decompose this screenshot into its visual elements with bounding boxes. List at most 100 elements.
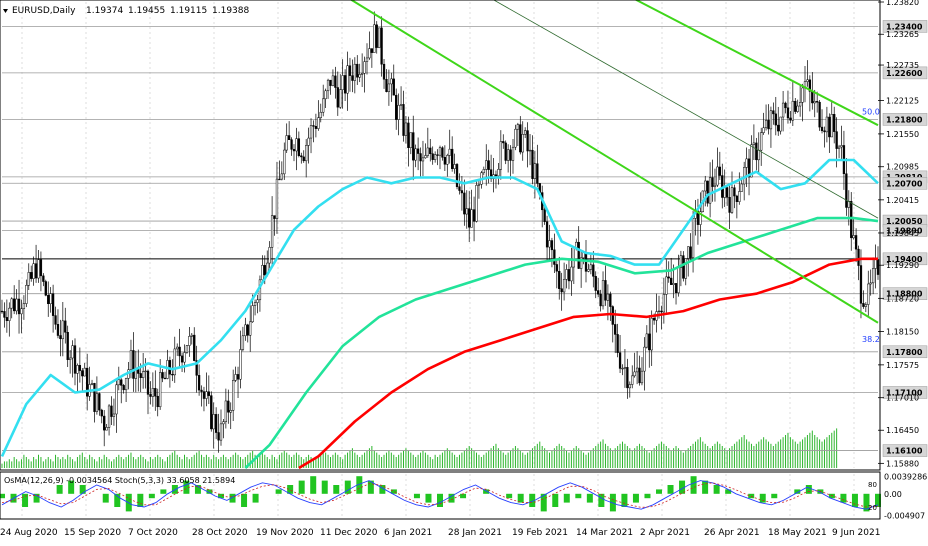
osma-bar	[102, 493, 109, 503]
candle-body	[772, 110, 775, 115]
price-tick-label: 1.15880	[886, 459, 919, 468]
candle-body	[699, 211, 702, 225]
candle-body	[30, 272, 33, 279]
candle-body	[453, 164, 456, 169]
candle-body	[813, 101, 816, 104]
candle-body	[115, 384, 118, 415]
time-label: 24 Aug 2020	[0, 528, 58, 538]
level-label: 1.19890	[886, 226, 923, 235]
candle-body	[652, 317, 656, 321]
oscillator-axis-label: -0.004907	[884, 511, 925, 520]
candle-body	[764, 120, 768, 129]
candle-body	[0, 310, 4, 313]
candle-body	[633, 371, 636, 377]
candle-body	[295, 138, 298, 152]
candle-body	[34, 263, 38, 279]
candle-body	[638, 367, 641, 384]
candle-body	[375, 24, 378, 48]
candle-body	[387, 83, 391, 92]
candle-body	[786, 107, 790, 119]
candle-body	[336, 87, 339, 108]
candle-body	[81, 370, 84, 377]
osma-bar	[241, 493, 248, 507]
candle-body	[677, 267, 680, 294]
time-label: 15 Sep 2020	[64, 528, 121, 538]
candle-body	[239, 349, 242, 380]
candle-body	[650, 317, 653, 351]
candle-body	[769, 110, 773, 130]
candle-body	[20, 308, 23, 315]
candle-body	[360, 73, 364, 75]
candle-body	[219, 423, 223, 441]
candle-body	[205, 391, 208, 399]
candle-body	[202, 391, 206, 399]
candle-body	[103, 415, 106, 431]
candle-body	[66, 332, 69, 360]
candle-body	[667, 276, 670, 279]
candle-body	[278, 178, 281, 181]
candle-body	[341, 75, 344, 90]
candle-body	[682, 255, 685, 279]
candle-body	[599, 293, 602, 307]
candle-body	[570, 266, 573, 282]
osma-bar	[0, 493, 5, 499]
candle-body	[270, 215, 274, 248]
candle-body	[747, 158, 751, 178]
main-frame	[0, 0, 881, 471]
candle-body	[689, 246, 692, 259]
candle-body	[392, 78, 395, 96]
collapse-triangle-icon[interactable]	[3, 9, 8, 13]
candle-body	[560, 288, 563, 293]
candle-body	[553, 249, 556, 265]
candle-body	[798, 102, 802, 107]
osma-bar	[229, 493, 236, 503]
candle-body	[828, 116, 831, 138]
level-label-box	[882, 66, 928, 80]
trend-channels	[349, 0, 879, 324]
candle-body	[820, 126, 824, 132]
candle-body	[429, 147, 432, 155]
price-tick-label: 1.19845	[886, 229, 919, 238]
price-tick-label: 1.17575	[886, 361, 919, 370]
oscillator-panel: 0.0039286 0.00 -0.004907 80 20	[0, 473, 927, 520]
candle-body	[222, 421, 225, 425]
candle-body	[419, 153, 422, 162]
candle-body	[368, 48, 371, 59]
candle-body	[594, 276, 597, 291]
candle-body	[253, 302, 257, 306]
candle-body	[718, 166, 721, 176]
osma-bar	[863, 493, 870, 512]
osma-bar	[632, 493, 639, 503]
candle-body	[232, 380, 235, 411]
stoch-level-label: 20	[868, 504, 877, 512]
symbol-label: EURUSD,Daily	[12, 6, 76, 16]
candle-body	[404, 122, 408, 136]
candle-body	[370, 48, 374, 53]
osma-bar	[183, 480, 190, 494]
candle-body	[229, 410, 232, 413]
candle-body	[640, 370, 644, 384]
candle-body	[322, 98, 325, 113]
candle-body	[273, 215, 276, 219]
candle-body	[806, 79, 809, 82]
osma-bar	[875, 493, 881, 507]
candle-body	[224, 400, 228, 422]
candle-body	[436, 154, 439, 156]
candle-body	[631, 375, 634, 385]
candle-body	[604, 280, 607, 301]
candle-body	[8, 307, 11, 321]
candle-body	[348, 65, 352, 76]
osma-bar	[702, 480, 709, 494]
candle-body	[183, 352, 186, 363]
candle-body	[475, 185, 478, 222]
time-label: 6 Jan 2021	[384, 528, 432, 538]
candle-body	[373, 24, 376, 53]
candle-body	[845, 173, 848, 208]
fib-label: 50.0	[862, 108, 880, 117]
candle-body	[867, 283, 870, 305]
candle-body	[451, 148, 454, 169]
time-label: 9 Jun 2021	[832, 528, 880, 538]
candle-body	[385, 78, 388, 92]
candle-body	[567, 269, 571, 282]
